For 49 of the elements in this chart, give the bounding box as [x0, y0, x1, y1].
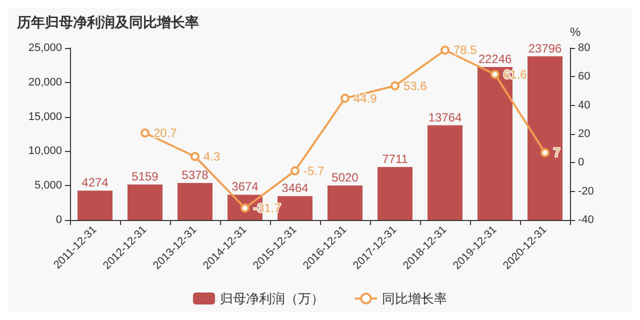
y2-tick-label: -40 — [578, 214, 594, 226]
data-label: 20.7 — [154, 126, 178, 140]
data-label: 4.3 — [204, 150, 221, 164]
bar — [78, 190, 112, 220]
data-label: -5.7 — [304, 164, 325, 178]
bar — [428, 125, 462, 220]
y2-tick-label: 60 — [578, 70, 590, 83]
y-tick-label: 10,000 — [28, 145, 62, 158]
data-label: 5020 — [332, 170, 359, 184]
data-label: 78.5 — [454, 43, 478, 58]
data-label: 7 — [554, 146, 560, 160]
y-tick-label: 5,000 — [34, 180, 62, 192]
bar — [128, 184, 162, 220]
y2-tick-label: 0 — [578, 156, 584, 169]
point — [140, 128, 150, 138]
bar — [328, 185, 362, 220]
bar — [178, 183, 212, 220]
y2-tick-label: 80 — [578, 42, 590, 54]
y2-tick-label: -20 — [578, 185, 594, 198]
legend-label: 归母净利润（万） — [220, 291, 324, 306]
data-label: 53.6 — [404, 78, 428, 93]
data-label: 44.9 — [354, 91, 378, 106]
data-label: 23796 — [528, 41, 562, 56]
data-label: 7711 — [382, 152, 408, 166]
chart-title: 历年归母净利润及同比增长率 — [16, 14, 199, 30]
bar — [378, 166, 412, 220]
point — [390, 81, 400, 90]
y-tick-label: 20,000 — [28, 76, 62, 88]
point — [340, 94, 350, 103]
bar — [528, 56, 562, 220]
point — [440, 46, 450, 55]
data-label: 22246 — [478, 52, 512, 66]
y-tick-label: 0 — [56, 214, 62, 226]
y-tick-label: 25,000 — [28, 42, 62, 54]
data-label: 5159 — [132, 170, 159, 184]
data-label: 4274 — [82, 176, 109, 190]
legend-label: 同比增长率 — [382, 291, 447, 306]
y2-tick-label: 40 — [578, 99, 590, 112]
data-label: 5378 — [182, 168, 209, 182]
point — [490, 70, 500, 79]
point — [190, 152, 200, 161]
point — [290, 166, 300, 176]
data-label: 13764 — [428, 110, 462, 124]
data-label: 3464 — [282, 181, 309, 196]
y2-axis-title: % — [570, 25, 581, 39]
point — [540, 148, 550, 158]
y-tick-label: 15,000 — [28, 110, 62, 123]
data-label: 3674 — [232, 180, 259, 194]
y2-tick-label: 20 — [578, 128, 590, 140]
